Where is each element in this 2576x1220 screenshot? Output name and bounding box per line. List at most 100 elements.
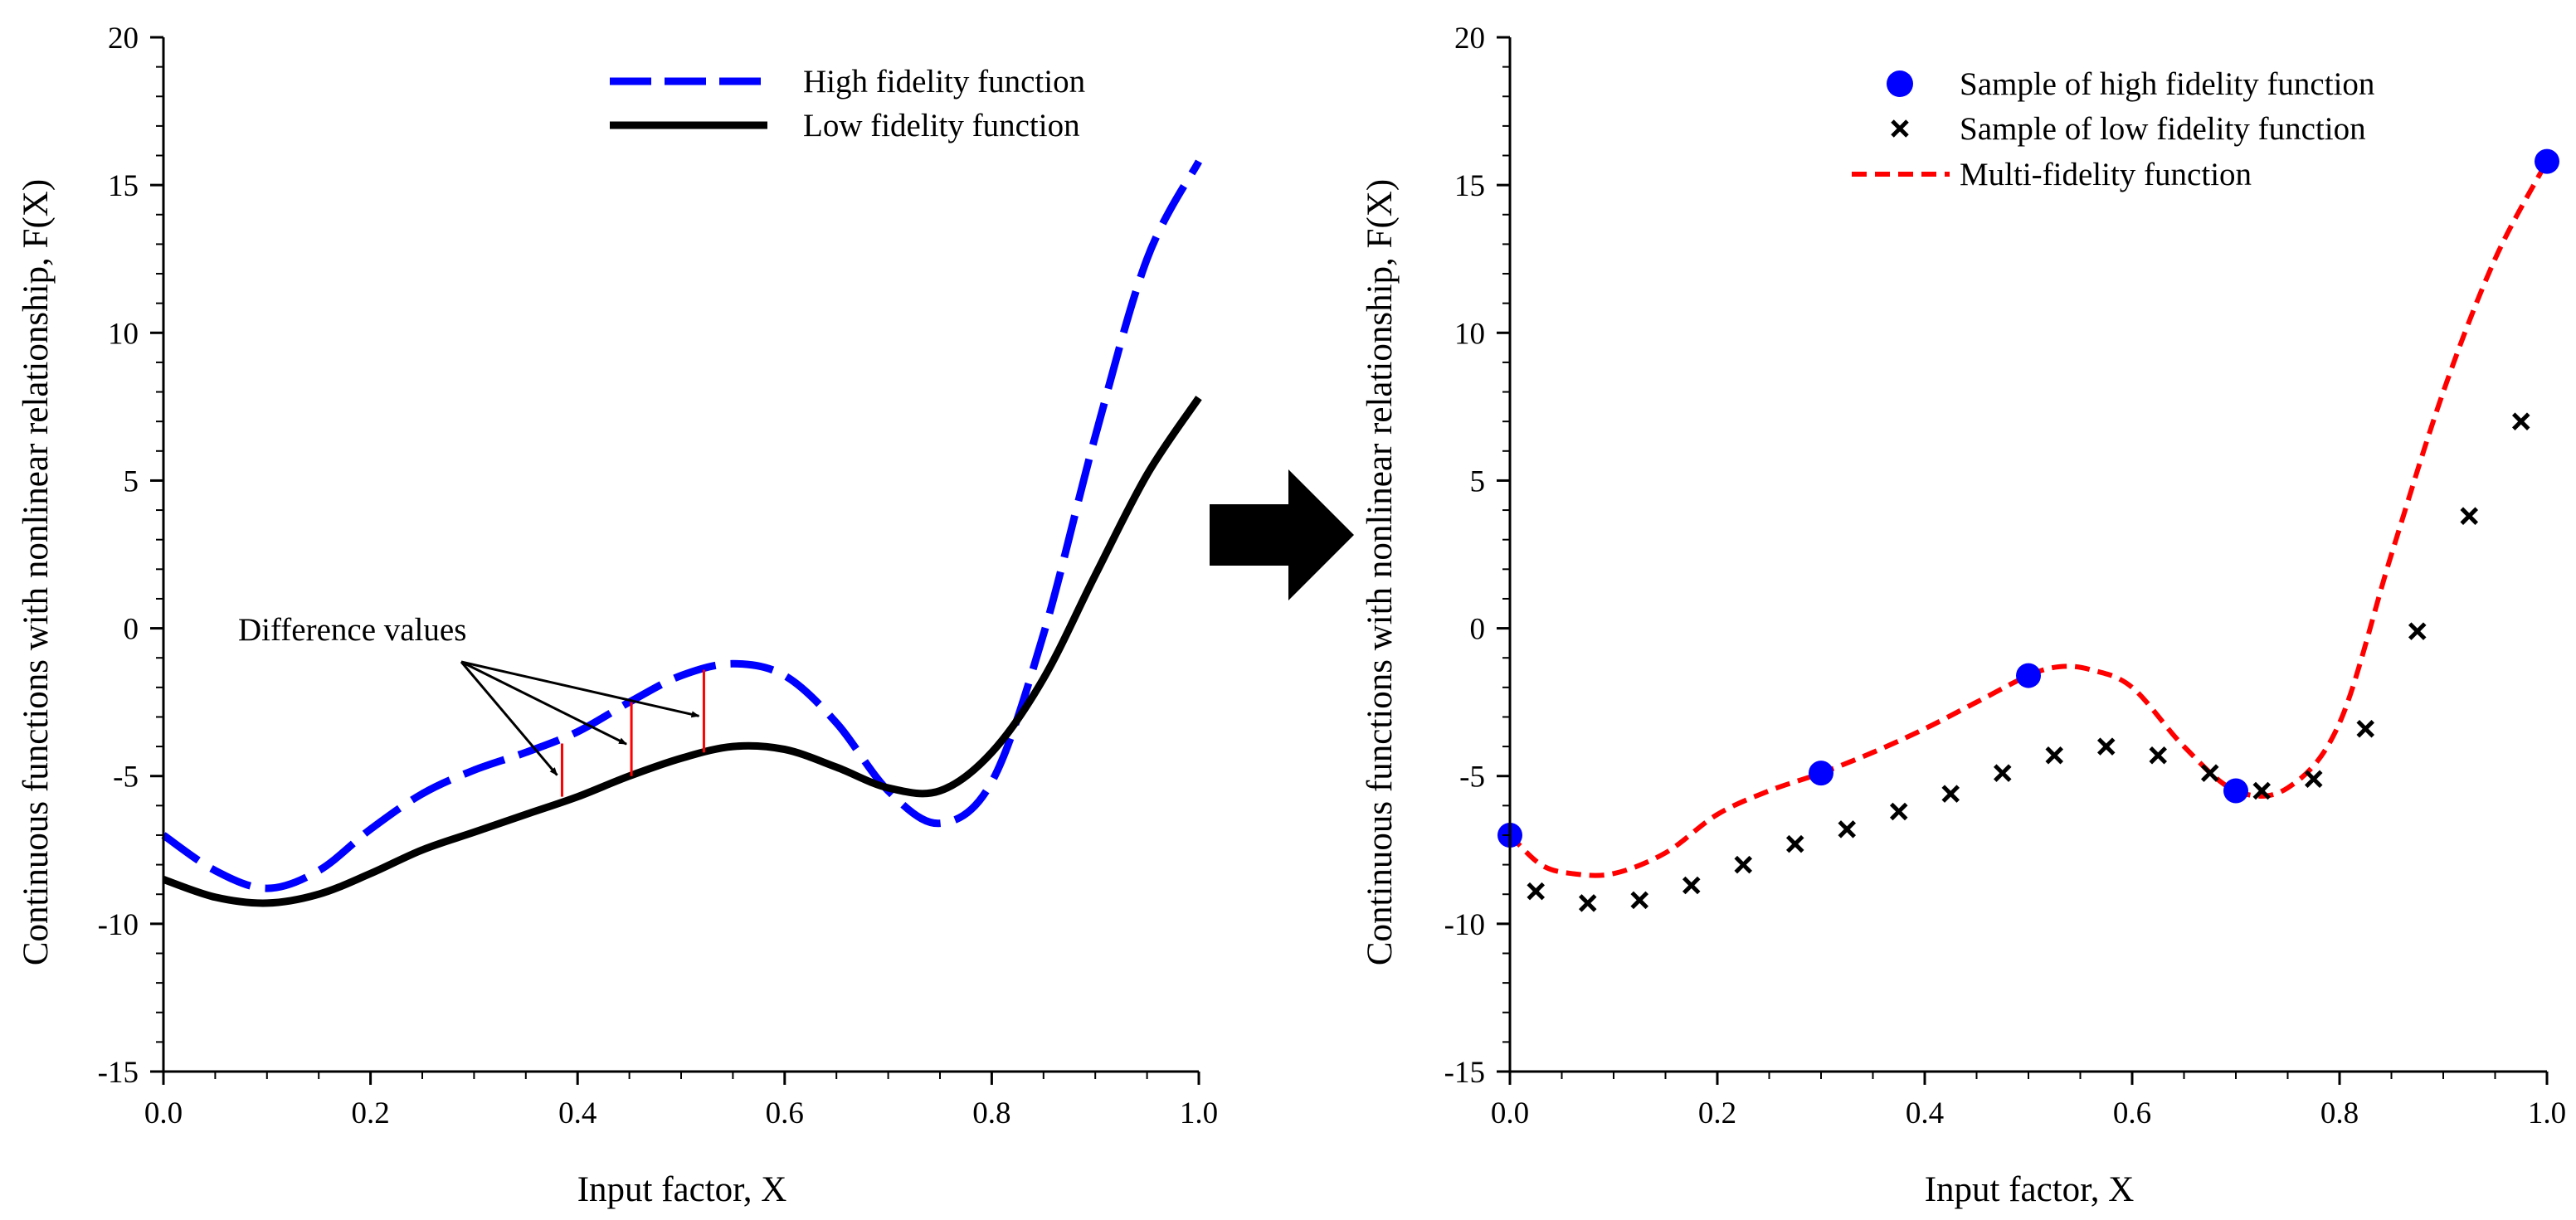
y-tick-label: 0 — [1470, 613, 1486, 647]
x-tick-label: 0.8 — [972, 1096, 1010, 1130]
right-arrow-icon — [1210, 469, 1354, 600]
legend-marker-low-sample — [1891, 119, 1909, 138]
left-y-axis-title: Continuous functions with nonlinear rela… — [17, 179, 56, 965]
point-sample-of-low-fidelity-function — [1527, 882, 1546, 901]
point-sample-of-low-fidelity-function — [1838, 820, 1857, 838]
left-series-lines — [161, 159, 1202, 907]
point-sample-of-low-fidelity-function — [2149, 746, 2168, 765]
left-chart: Difference values -15 -10 -5 0 5 10 15 20 0.0 0.2… — [17, 22, 1218, 1209]
series-line-high-fidelity-function — [161, 159, 1202, 892]
right-series-lines — [1507, 160, 2549, 878]
point-sample-of-high-fidelity-function — [1809, 761, 1833, 786]
x-mark-stroke — [2096, 737, 2116, 756]
x-tick-label: 1.0 — [1180, 1096, 1218, 1130]
point-sample-of-low-fidelity-function — [1734, 855, 1753, 874]
y-tick-label: 10 — [108, 317, 139, 351]
point-sample-of-low-fidelity-function — [1993, 764, 2012, 782]
x-tick-label: 0.6 — [2113, 1096, 2151, 1130]
legend-label-high-sample: Sample of high fidelity function — [1960, 66, 2374, 102]
right-y-axis-title: Continuous functions with nonlinear rela… — [1361, 179, 1400, 965]
x-mark-stroke — [1785, 834, 1804, 853]
x-tick-label: 0.6 — [766, 1096, 804, 1130]
x-mark-stroke — [2252, 781, 2272, 800]
point-sample-of-low-fidelity-function — [2511, 412, 2530, 430]
x-mark-stroke — [2304, 770, 2323, 789]
y-tick-label: 15 — [108, 169, 139, 203]
right-legend: Sample of high fidelity function Sample … — [1852, 66, 2374, 192]
point-sample-of-low-fidelity-function — [2356, 719, 2375, 738]
legend-label-low-fidelity: Low fidelity function — [803, 108, 1080, 143]
y-tick-label: -15 — [98, 1056, 139, 1090]
point-sample-of-low-fidelity-function — [2045, 746, 2064, 765]
annotation-label: Difference values — [238, 612, 466, 648]
y-tick-label: -10 — [1444, 908, 1485, 942]
x-mark-stroke — [2460, 507, 2479, 525]
x-tick-label: 0.2 — [1698, 1096, 1736, 1130]
y-tick-label: 5 — [1470, 464, 1486, 498]
x-mark-stroke — [2200, 764, 2219, 782]
y-tick-label: 20 — [1454, 22, 1485, 56]
x-mark-stroke — [1527, 882, 1546, 901]
x-tick-label: 0.8 — [2320, 1096, 2359, 1130]
right-axes: -15 -10 -5 0 5 10 15 20 0.0 0.2 0.4 0.6 0.8 1.0 — [1444, 22, 2566, 1130]
y-tick-label: -5 — [1459, 761, 1485, 795]
x-mark-stroke — [1630, 891, 1649, 910]
annotation-arrow — [460, 660, 700, 718]
legend-marker-high-sample — [1887, 70, 1913, 97]
y-tick-label: 0 — [124, 613, 139, 647]
x-mark-stroke — [1941, 785, 1960, 803]
difference-markers — [560, 669, 705, 797]
point-sample-of-low-fidelity-function — [2096, 737, 2116, 756]
x-mark-stroke — [1993, 764, 2012, 782]
left-x-axis-title: Input factor, X — [577, 1170, 787, 1209]
right-series-points — [1497, 148, 2559, 912]
point-sample-of-low-fidelity-function — [2252, 781, 2272, 800]
left-legend: High fidelity function Low fidelity func… — [610, 64, 1085, 143]
legend-label-low-sample: Sample of low fidelity function — [1960, 111, 2366, 147]
point-sample-of-low-fidelity-function — [1630, 891, 1649, 910]
y-tick-label: -15 — [1444, 1056, 1485, 1090]
annotation-arrow — [460, 660, 627, 746]
point-sample-of-low-fidelity-function — [2304, 770, 2323, 789]
x-mark-stroke — [1838, 820, 1857, 838]
point-sample-of-low-fidelity-function — [1785, 834, 1804, 853]
y-tick-label: -10 — [98, 908, 139, 942]
y-tick-label: -5 — [113, 761, 139, 795]
point-sample-of-high-fidelity-function — [2016, 663, 2041, 688]
point-sample-of-low-fidelity-function — [1889, 802, 1908, 821]
point-sample-of-high-fidelity-function — [2223, 778, 2248, 804]
point-sample-of-low-fidelity-function — [2200, 764, 2219, 782]
x-tick-label: 0.0 — [144, 1096, 183, 1130]
y-tick-label: 5 — [124, 464, 139, 498]
x-tick-label: 0.0 — [1491, 1096, 1529, 1130]
x-tick-label: 0.2 — [351, 1096, 389, 1130]
x-mark-stroke — [1682, 876, 1701, 895]
difference-annotation: Difference values — [238, 612, 700, 776]
y-tick-label: 20 — [108, 22, 139, 56]
x-mark-stroke — [1734, 855, 1753, 874]
point-sample-of-low-fidelity-function — [2408, 622, 2427, 640]
x-mark-stroke — [2356, 719, 2375, 738]
x-mark-stroke — [1578, 894, 1597, 912]
y-tick-label: 15 — [1454, 169, 1485, 203]
legend-label-high-fidelity: High fidelity function — [803, 64, 1085, 100]
x-tick-label: 0.4 — [1906, 1096, 1944, 1130]
point-sample-of-low-fidelity-function — [1682, 876, 1701, 895]
legend-label-multi-fidelity: Multi-fidelity function — [1960, 157, 2252, 192]
x-mark-stroke — [2408, 622, 2427, 640]
x-mark-stroke — [2045, 746, 2064, 765]
point-sample-of-high-fidelity-function — [2535, 148, 2559, 174]
point-sample-of-low-fidelity-function — [1941, 785, 1960, 803]
x-mark-stroke — [2511, 412, 2530, 430]
right-x-axis-title: Input factor, X — [1925, 1170, 2135, 1209]
x-mark-stroke — [1889, 802, 1908, 821]
point-sample-of-low-fidelity-function — [1578, 894, 1597, 912]
series-line-multi-fidelity-function — [1507, 160, 2549, 878]
annotation-arrow — [460, 661, 558, 776]
point-sample-of-low-fidelity-function — [2460, 507, 2479, 525]
left-axes: -15 -10 -5 0 5 10 15 20 0.0 0.2 0.4 0.6 0.8 1.0 — [98, 22, 1218, 1130]
series-line-low-fidelity-function — [162, 396, 1202, 907]
x-tick-label: 1.0 — [2528, 1096, 2566, 1130]
y-tick-label: 10 — [1454, 317, 1485, 351]
